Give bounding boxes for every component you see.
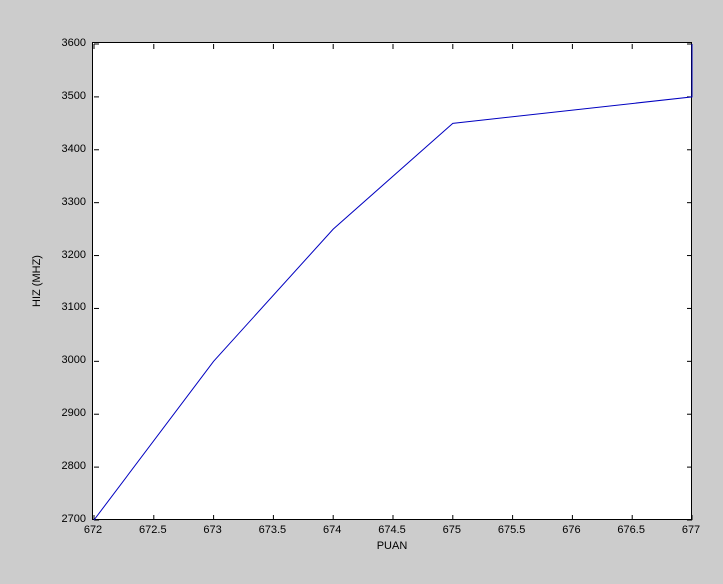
x-tick-label: 673.5: [259, 524, 287, 536]
y-tick-label: 3100: [62, 301, 86, 313]
x-tick-label: 672: [84, 524, 102, 536]
y-tick-label: 2800: [62, 460, 86, 472]
y-tick-label: 3400: [62, 143, 86, 155]
y-tick-label: 3000: [62, 354, 86, 366]
x-tick-label: 676: [562, 524, 580, 536]
x-tick-label: 672.5: [139, 524, 167, 536]
x-tick-label: 673: [203, 524, 221, 536]
x-tick-label: 675.5: [498, 524, 526, 536]
chart-axes: [92, 42, 692, 520]
x-tick-label: 677: [682, 524, 700, 536]
y-axis-label: HIZ (MHZ): [31, 255, 43, 307]
x-tick-label: 674: [323, 524, 341, 536]
y-tick-label: 2700: [62, 513, 86, 525]
x-tick-label: 676.5: [617, 524, 645, 536]
x-tick-label: 675: [443, 524, 461, 536]
y-tick-label: 3200: [62, 249, 86, 261]
figure: PUAN HIZ (MHZ) 672 672.5 673 673.5 674 674.5 6…: [0, 0, 723, 584]
y-tick-label: 3600: [62, 37, 86, 49]
y-tick-label: 3300: [62, 196, 86, 208]
y-tick-label: 3500: [62, 90, 86, 102]
x-tick-label: 674.5: [378, 524, 406, 536]
x-axis-label: PUAN: [377, 540, 408, 552]
plot-area: [93, 43, 691, 519]
y-tick-label: 2900: [62, 407, 86, 419]
line-series: [94, 44, 692, 520]
